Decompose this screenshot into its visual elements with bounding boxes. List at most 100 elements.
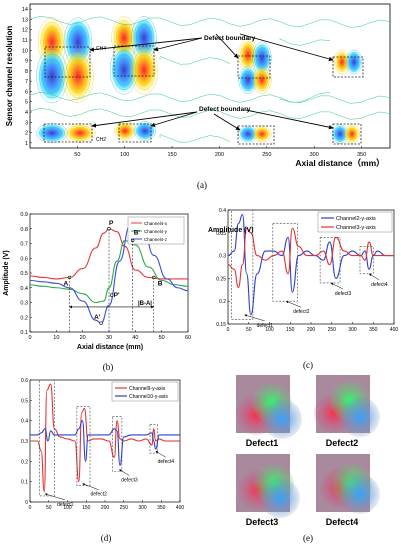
defect-markers-d: defect1 defect2 defect3 defect4 [39, 379, 175, 508]
feature-point-label: A' [94, 314, 101, 321]
defect-box [272, 223, 299, 302]
xtick-label-a: 250 [262, 152, 271, 158]
defect-arrow [155, 450, 166, 458]
contour-blob [346, 50, 362, 74]
caption-c: (c) [303, 360, 313, 370]
ytick-label-a: 5 [25, 100, 28, 106]
xtick-label: 250 [328, 327, 337, 333]
ytick-label-a: 12 [22, 28, 28, 34]
contour-line [344, 124, 360, 144]
xtick-label: 300 [348, 327, 357, 333]
contour-blob [239, 67, 257, 93]
defect-arrow [244, 314, 265, 322]
xtick-label: 0 [227, 327, 230, 333]
contour-line [256, 71, 268, 89]
contour-blob [334, 50, 350, 74]
xtick-label-a: 300 [310, 152, 319, 158]
defect-tile-blob [340, 397, 380, 437]
contour-line [133, 121, 157, 141]
legend-b-2: Channel4-y [144, 229, 168, 234]
legend-b: Channel4-x Channel4-y Channel4-z [127, 216, 185, 245]
xtick-label: 350 [369, 327, 378, 333]
feature-point-label: P [109, 220, 114, 227]
legend-c-2: Channel3-y-axis [336, 225, 376, 231]
contour-line [29, 15, 391, 28]
contour-line [159, 56, 231, 65]
xtick-label: 0 [28, 335, 31, 341]
contour-line [67, 125, 93, 141]
xtick-label: 400 [176, 505, 185, 511]
defect-tile-blob [260, 478, 300, 518]
contour-line [243, 73, 253, 87]
defect-label: defect3 [335, 291, 352, 297]
xlabel-b: Axial distance (mm) [77, 344, 143, 351]
defect-tile-2 [314, 375, 380, 437]
contour-line [65, 53, 91, 99]
xtick-label-a: 50 [74, 152, 80, 158]
defect-tile-4 [316, 454, 380, 514]
ytick-label: 0.4 [21, 419, 28, 425]
ytick-label: 0.3 [219, 254, 226, 260]
ytick-label-a: 7 [25, 79, 28, 85]
ytick-label-a: 11 [22, 38, 28, 44]
feature-point [109, 293, 114, 297]
defect-label: defect1 [57, 502, 74, 508]
contour-line [347, 51, 361, 73]
ytick-label: 0.5 [20, 271, 28, 277]
contour-line [118, 124, 132, 138]
contour-line [279, 92, 331, 103]
contour-line [345, 126, 359, 142]
xtick-label: 350 [157, 505, 166, 511]
defect-label: defect4 [158, 459, 175, 465]
defect-arrow [285, 300, 302, 308]
tile-label-1: Defect1 [245, 438, 279, 448]
xtick-label: 150 [286, 327, 295, 333]
feature-point-label: B [158, 280, 163, 287]
xtick-label-a: 100 [120, 152, 129, 158]
contour-line [42, 126, 62, 140]
ytick-label: 0.1 [20, 330, 28, 336]
defect-markers-c: defect1 defect2 defect3 defect4 [231, 209, 388, 329]
contour-blob [344, 124, 360, 144]
contour-blob [110, 46, 138, 94]
xtick-label-a: 200 [215, 152, 224, 158]
series-line-channel4-y [29, 239, 189, 304]
defect-arrow [368, 273, 380, 281]
contour-blob [37, 50, 67, 102]
contour-line [348, 129, 356, 139]
contour-line [137, 59, 151, 81]
ytick-label: 0.6 [21, 378, 28, 384]
feature-point-label: B' [134, 230, 141, 237]
contour-line [252, 66, 272, 94]
ba-span-label: |B-A| [138, 301, 152, 307]
xtick-label: 400 [390, 327, 399, 333]
contour-line [243, 47, 253, 63]
ytick-label: 0.2 [20, 315, 28, 321]
xtick-label: 250 [120, 505, 129, 511]
feature-point-label: A [64, 280, 69, 287]
xtick-label: 30 [106, 335, 112, 341]
panel-b: 0 10 20 30 40 50 60 0.1 0.2 0.3 0.4 0.5 0.6 0.7 0.8 0.9… [3, 212, 191, 351]
contour-line [159, 134, 231, 143]
caption-d: (d) [100, 533, 112, 543]
series-d [30, 383, 180, 493]
ytick-label: 0.6 [20, 256, 28, 262]
contour-line [254, 127, 270, 141]
ytick-label-a: 6 [25, 89, 28, 95]
ytick-label: 0.25 [216, 276, 226, 282]
contour-blob [130, 46, 158, 94]
defect-box [149, 424, 158, 454]
contour-line [73, 128, 87, 138]
defect-arrow [82, 483, 99, 490]
series-c [227, 214, 394, 316]
contour-blob [253, 126, 271, 142]
contour-line [257, 73, 267, 87]
contour-line [257, 130, 267, 138]
defect-label: defect3 [121, 477, 138, 483]
ytick-label: 0.2 [219, 299, 226, 305]
series-line-channel3-y-axis [227, 227, 394, 289]
ytick-label: 0.9 [20, 212, 28, 218]
feature-points-b: P B' A B A' P' |B-A| [64, 220, 163, 332]
caption-e: (e) [303, 533, 313, 543]
